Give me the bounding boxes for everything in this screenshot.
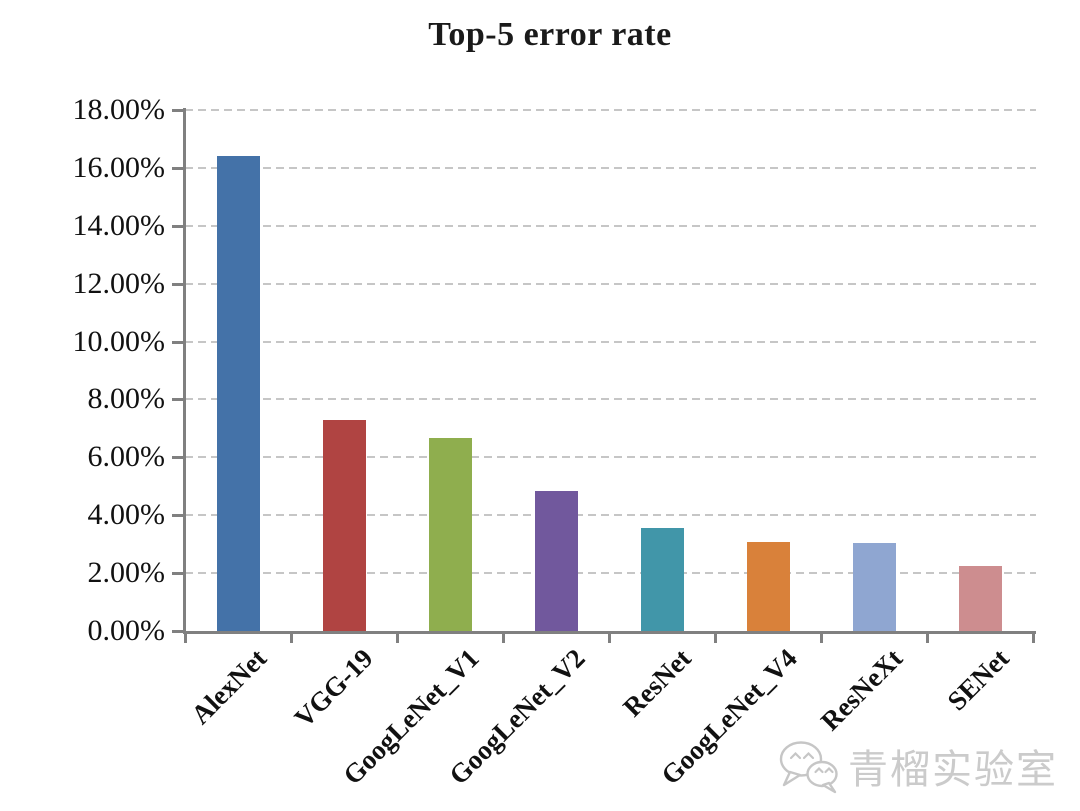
x-tick-mark	[714, 631, 717, 643]
chart-title: Top-5 error rate	[428, 16, 672, 53]
gridline	[185, 166, 1036, 169]
y-axis-tick-label: 0.00%	[87, 614, 166, 647]
y-tick-mark	[172, 224, 185, 228]
gridline	[185, 340, 1036, 343]
y-tick-mark	[172, 282, 185, 286]
gridline	[185, 514, 1036, 517]
y-axis-tick-label: 16.00%	[72, 150, 166, 184]
x-tick-mark	[184, 631, 187, 643]
y-axis-tick-label: 2.00%	[87, 556, 166, 590]
bar-googlenet_v1	[428, 437, 472, 631]
y-tick-mark	[172, 340, 185, 344]
bar-vgg-19	[322, 419, 366, 631]
y-tick-mark	[172, 398, 185, 402]
y-axis-tick-label: 18.00%	[72, 93, 166, 126]
y-axis-tick-label: 8.00%	[87, 382, 166, 416]
gridline	[185, 456, 1036, 459]
x-tick-mark	[502, 631, 505, 643]
x-tick-mark	[290, 631, 293, 643]
x-axis-category-label: ResNet	[616, 643, 697, 723]
x-axis-category-label: AlexNet	[185, 643, 273, 730]
x-axis-category-label: SENet	[941, 643, 1015, 717]
gridline	[185, 282, 1036, 285]
y-axis-tick-label: 14.00%	[72, 208, 166, 242]
y-tick-mark	[172, 514, 185, 518]
y-axis-tick-label: 10.00%	[72, 324, 166, 358]
gridline	[185, 224, 1036, 227]
gridline	[185, 398, 1036, 401]
wechat-icon	[779, 741, 838, 794]
y-tick-mark	[172, 630, 185, 633]
bar-resnext	[852, 543, 896, 631]
x-tick-mark	[396, 631, 399, 643]
bar-googlenet_v4	[746, 541, 790, 631]
y-tick-mark	[172, 572, 185, 576]
bar-resnet	[640, 527, 684, 631]
y-tick-mark	[172, 166, 185, 170]
x-axis-category-label: VGG-19	[288, 643, 379, 734]
x-tick-mark	[608, 631, 611, 643]
y-axis-line	[183, 108, 186, 634]
bar-senet	[958, 565, 1002, 631]
y-tick-mark	[172, 456, 185, 460]
y-axis-tick-label: 12.00%	[72, 266, 166, 300]
x-axis-category-label: ResNeXt	[814, 643, 909, 737]
y-axis-tick-label: 6.00%	[87, 440, 166, 474]
watermark-text: 青榴实验室	[848, 748, 1058, 792]
x-tick-mark	[926, 631, 929, 643]
gridline	[185, 572, 1036, 575]
watermark: 青榴实验室	[776, 737, 1058, 795]
gridline	[185, 109, 1036, 111]
y-tick-mark	[172, 109, 185, 112]
bar-alexnet	[216, 156, 260, 631]
y-axis-tick-label: 4.00%	[87, 498, 166, 532]
bar-googlenet_v2	[534, 491, 578, 631]
x-tick-mark	[1032, 631, 1035, 643]
x-tick-mark	[820, 631, 823, 643]
